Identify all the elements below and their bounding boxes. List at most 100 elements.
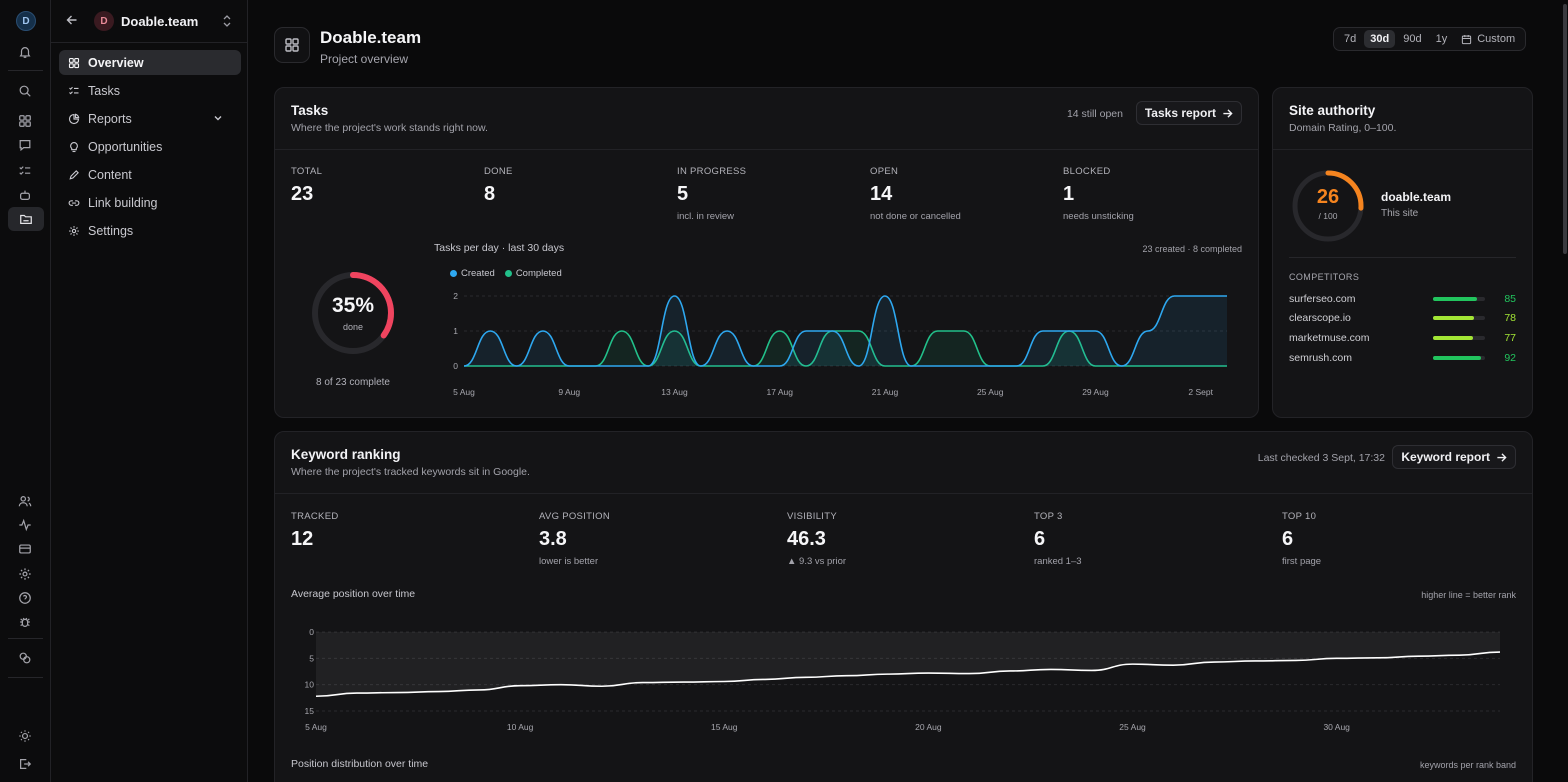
search-icon[interactable] — [13, 79, 37, 103]
avg-position-line — [315, 651, 1501, 698]
competitor-bar — [1433, 316, 1485, 320]
date-range-selector: 7d 30d 90d 1y Custom — [1333, 27, 1527, 51]
users-icon[interactable] — [13, 489, 37, 513]
stat-top-3: TOP 3 6 ranked 1–3 — [1034, 511, 1082, 567]
logout-icon[interactable] — [13, 752, 37, 776]
sidebar-item-label: Opportunities — [88, 139, 163, 154]
tasks-card-header: Tasks Where the project's work stands ri… — [275, 88, 1258, 150]
stat-value: 14 — [870, 183, 893, 205]
stat-label: TOP 10 — [1282, 511, 1317, 522]
robot-icon[interactable] — [13, 183, 37, 207]
donut-footer: 8 of 23 complete — [316, 377, 390, 388]
competitor-bar — [1433, 336, 1485, 340]
stat-label: BLOCKED — [1063, 166, 1111, 177]
back-arrow-icon[interactable] — [66, 13, 78, 32]
workspace-name: Doable.team — [121, 14, 199, 29]
competitor-score: 85 — [1504, 293, 1516, 305]
activity-icon[interactable] — [13, 513, 37, 537]
scrollbar-thumb[interactable] — [1563, 4, 1567, 254]
stat-value: 6 — [1282, 528, 1294, 550]
competitor-score: 92 — [1504, 352, 1516, 364]
avg-position-note: higher line = better rank — [1421, 590, 1516, 600]
authority-card-title: Site authority — [1289, 103, 1376, 118]
sidebar-item-opportunities[interactable]: Opportunities — [59, 134, 241, 159]
competitor-bar — [1433, 356, 1485, 360]
authority-gauge — [1292, 170, 1364, 242]
x-tick-label: 29 Aug — [1082, 387, 1109, 397]
workspace-switcher[interactable]: D Doable.team — [51, 0, 247, 43]
rail-divider — [8, 70, 43, 71]
authority-score: 26 — [1316, 186, 1340, 208]
authority-site-note: This site — [1381, 208, 1419, 219]
stat-note: lower is better — [539, 556, 599, 567]
y-tick-label: 0 — [309, 627, 314, 637]
y-tick-label: 5 — [309, 653, 314, 663]
competitor-score: 77 — [1504, 332, 1516, 344]
range-1y[interactable]: 1y — [1435, 33, 1448, 45]
settings-icon[interactable] — [13, 562, 37, 586]
checklist-icon[interactable] — [13, 159, 37, 183]
chat-icon[interactable] — [13, 133, 37, 157]
stat-label: DONE — [484, 166, 513, 177]
stat-label: AVG POSITION — [539, 511, 610, 522]
authority-card-subtitle: Domain Rating, 0–100. — [1289, 122, 1397, 134]
stat-value: 46.3 — [787, 528, 826, 550]
tasks-report-button[interactable]: Tasks report — [1135, 101, 1242, 125]
x-tick-label: 13 Aug — [661, 387, 688, 397]
stat-note: not done or cancelled — [870, 211, 961, 222]
user-avatar[interactable]: D — [16, 11, 36, 31]
sidebar-item-label: Overview — [88, 55, 144, 70]
chart-legend: Created Completed — [450, 268, 562, 279]
bell-icon[interactable] — [13, 40, 37, 64]
authority-divider — [1289, 257, 1516, 258]
authority-card-header: Site authority Domain Rating, 0–100. — [1273, 88, 1532, 150]
sidebar-item-link-building[interactable]: Link building — [59, 190, 241, 215]
stat-value: 1 — [1063, 183, 1075, 205]
credit-card-icon[interactable] — [13, 537, 37, 561]
avg-position-chart: 0 5 10 15 5 Aug 10 Aug 15 Aug 20 Aug 25 Aug 30 Au… — [305, 627, 1501, 732]
chevron-updown-icon[interactable] — [222, 14, 232, 33]
site-authority-card: Site authority Domain Rating, 0–100. 26 … — [1272, 87, 1533, 418]
x-tick-label: 25 Aug — [1119, 722, 1146, 732]
rail-divider — [8, 677, 43, 678]
stat-note: needs unsticking — [1063, 211, 1134, 222]
range-7d[interactable]: 7d — [1344, 33, 1357, 45]
x-tick-label: 9 Aug — [558, 387, 580, 397]
chevron-down-icon[interactable] — [213, 113, 223, 123]
bug-icon[interactable] — [13, 610, 37, 634]
sidebar: D Doable.team Overview Tasks Reports Opp… — [51, 0, 248, 782]
sidebar-item-label: Settings — [88, 223, 134, 238]
distribution-title: Position distribution over time — [291, 758, 429, 770]
page-title: Doable.team — [320, 28, 422, 47]
series-area-created — [464, 296, 1227, 366]
dashboard-icon[interactable] — [13, 109, 37, 133]
pencil-icon — [69, 169, 79, 180]
authority-score-max: / 100 — [1318, 211, 1338, 221]
sidebar-item-tasks[interactable]: Tasks — [59, 78, 241, 103]
sidebar-item-content[interactable]: Content — [59, 162, 241, 187]
integrations-icon[interactable] — [13, 646, 37, 670]
projects-icon[interactable] — [8, 207, 44, 231]
main-content: Doable.team Project overview 7d 30d 90d … — [249, 0, 1568, 782]
sidebar-item-overview[interactable]: Overview — [59, 50, 241, 75]
sun-icon[interactable] — [13, 724, 37, 748]
help-icon[interactable] — [13, 586, 37, 610]
range-30d[interactable]: 30d — [1364, 30, 1396, 48]
link-icon — [68, 199, 80, 206]
stat-total: TOTAL 23 — [291, 166, 322, 206]
range-90d[interactable]: 90d — [1403, 33, 1422, 45]
range-custom[interactable]: Custom — [1455, 30, 1521, 48]
keyword-report-button[interactable]: Keyword report — [1392, 445, 1516, 469]
x-tick-label: 10 Aug — [507, 722, 534, 732]
gear-icon — [69, 225, 79, 236]
keyword-card-title: Keyword ranking — [291, 447, 401, 462]
competitor-row: marketmuse.com 77 — [1289, 332, 1516, 346]
stat-label: VISIBILITY — [787, 511, 837, 522]
stat-value: 5 — [677, 183, 689, 205]
tasks-chart-summary: 23 created · 8 completed — [1142, 244, 1242, 254]
sidebar-item-settings[interactable]: Settings — [59, 218, 241, 243]
x-tick-label: 5 Aug — [453, 387, 475, 397]
scrollbar[interactable] — [1560, 0, 1568, 782]
sidebar-item-reports[interactable]: Reports — [59, 106, 241, 131]
